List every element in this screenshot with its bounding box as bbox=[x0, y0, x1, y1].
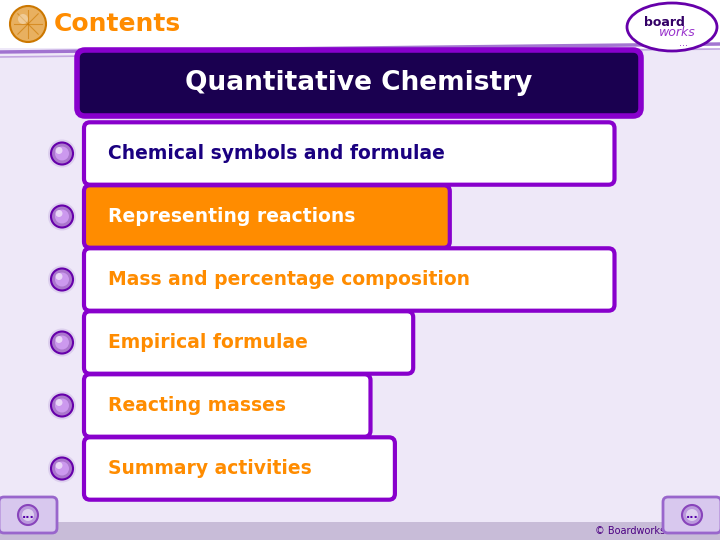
Circle shape bbox=[686, 509, 698, 521]
FancyBboxPatch shape bbox=[84, 374, 371, 437]
Circle shape bbox=[48, 455, 76, 483]
Circle shape bbox=[55, 147, 63, 154]
Circle shape bbox=[51, 332, 73, 354]
Text: Chemical symbols and formulae: Chemical symbols and formulae bbox=[108, 144, 445, 163]
Text: Quantitative Chemistry: Quantitative Chemistry bbox=[185, 70, 533, 96]
FancyBboxPatch shape bbox=[77, 50, 641, 116]
Circle shape bbox=[55, 146, 69, 160]
Circle shape bbox=[18, 505, 38, 525]
Circle shape bbox=[10, 6, 46, 42]
FancyBboxPatch shape bbox=[0, 522, 720, 540]
Text: ...: ... bbox=[680, 38, 688, 48]
Text: ...: ... bbox=[685, 510, 698, 520]
Text: 20 of 60: 20 of 60 bbox=[8, 526, 53, 536]
Circle shape bbox=[55, 210, 63, 217]
FancyBboxPatch shape bbox=[0, 0, 720, 48]
Text: Reacting masses: Reacting masses bbox=[108, 396, 286, 415]
Text: Representing reactions: Representing reactions bbox=[108, 207, 356, 226]
Ellipse shape bbox=[627, 3, 717, 51]
Circle shape bbox=[22, 509, 34, 521]
Circle shape bbox=[51, 143, 73, 165]
Text: Summary activities: Summary activities bbox=[108, 459, 312, 478]
Circle shape bbox=[51, 457, 73, 480]
FancyBboxPatch shape bbox=[84, 437, 395, 500]
Circle shape bbox=[48, 139, 76, 167]
Circle shape bbox=[55, 336, 63, 343]
Text: Mass and percentage composition: Mass and percentage composition bbox=[108, 270, 470, 289]
Text: Empirical formulae: Empirical formulae bbox=[108, 333, 308, 352]
Text: ...: ... bbox=[22, 510, 35, 520]
Circle shape bbox=[55, 462, 63, 469]
Circle shape bbox=[55, 462, 69, 476]
FancyBboxPatch shape bbox=[0, 497, 57, 533]
FancyBboxPatch shape bbox=[84, 185, 450, 248]
Circle shape bbox=[55, 399, 63, 406]
Text: board: board bbox=[644, 16, 685, 29]
FancyBboxPatch shape bbox=[84, 311, 413, 374]
Text: Contents: Contents bbox=[54, 12, 181, 36]
FancyBboxPatch shape bbox=[84, 248, 614, 310]
Text: © Boardworks Ltd 2005: © Boardworks Ltd 2005 bbox=[595, 526, 712, 536]
FancyBboxPatch shape bbox=[84, 122, 614, 185]
Circle shape bbox=[55, 399, 69, 413]
Circle shape bbox=[48, 266, 76, 294]
Circle shape bbox=[55, 335, 69, 349]
Circle shape bbox=[18, 14, 28, 24]
FancyBboxPatch shape bbox=[663, 497, 720, 533]
Circle shape bbox=[48, 202, 76, 231]
Circle shape bbox=[48, 392, 76, 420]
Circle shape bbox=[51, 268, 73, 291]
Circle shape bbox=[682, 505, 702, 525]
Circle shape bbox=[51, 206, 73, 227]
Circle shape bbox=[55, 273, 69, 287]
Circle shape bbox=[55, 273, 63, 280]
Circle shape bbox=[55, 210, 69, 224]
Circle shape bbox=[51, 395, 73, 416]
Text: works: works bbox=[659, 26, 696, 39]
Circle shape bbox=[48, 328, 76, 356]
